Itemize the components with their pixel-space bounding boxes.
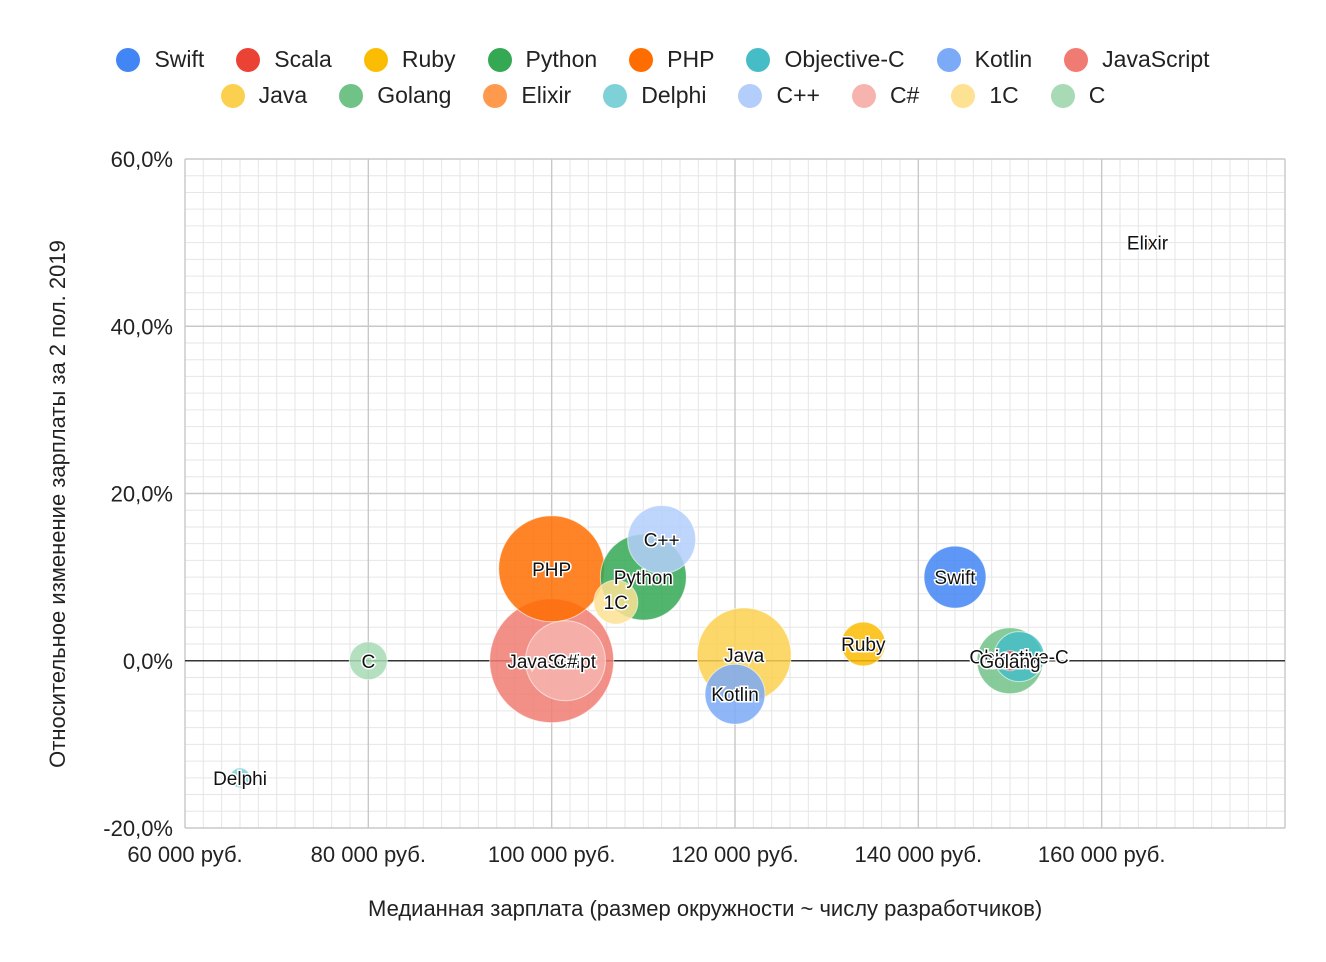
- legend-row-2: Java Golang Elixir Delphi C++ C# 1C C: [0, 82, 1326, 109]
- legend-item: C#: [851, 82, 920, 109]
- bubble-label: Elixir: [1127, 234, 1169, 255]
- legend-swatch: [936, 47, 961, 72]
- legend-label: Objective-C: [784, 46, 905, 72]
- legend-label: 1C: [989, 82, 1019, 108]
- legend-label: Elixir: [521, 82, 572, 108]
- bubble-delphi: [229, 767, 251, 789]
- legend-swatch: [363, 47, 388, 72]
- bubble-label: Golang: [979, 652, 1040, 673]
- bubble-elixir: [1141, 236, 1154, 250]
- legend-label: Scala: [274, 46, 332, 72]
- bubble-label: Delphi: [213, 769, 267, 790]
- legend-swatch: [746, 47, 771, 72]
- y-tick-label: 0,0%: [123, 649, 173, 674]
- legend-item: C++: [738, 82, 820, 109]
- bubble-c-: [524, 620, 606, 702]
- legend-swatch: [951, 83, 976, 108]
- legend-item: Ruby: [363, 46, 456, 73]
- legend-item: Kotlin: [936, 46, 1033, 73]
- y-tick-label: -20,0%: [103, 816, 173, 841]
- bubble-label: Scala: [986, 652, 1034, 673]
- bubble-label: Java: [724, 646, 765, 667]
- legend-swatch: [116, 47, 141, 72]
- y-tick-label: 60,0%: [111, 147, 173, 172]
- legend-label: C#: [889, 82, 920, 108]
- legend-label: Delphi: [641, 82, 707, 108]
- legend-label: PHP: [667, 46, 715, 72]
- bubble-label: Python: [614, 568, 673, 589]
- bubble-label: Swift: [934, 568, 976, 589]
- legend-label: Swift: [154, 46, 205, 72]
- legend-item: C: [1050, 82, 1106, 109]
- legend-swatch: [483, 83, 508, 108]
- bubble-label: C: [361, 652, 375, 673]
- x-tick-label: 60 000 руб.: [127, 842, 242, 867]
- x-axis-title: Медианная зарплата (размер окружности ~ …: [368, 896, 1043, 921]
- bubble-c-: [627, 504, 697, 574]
- x-tick-label: 140 000 руб.: [855, 842, 983, 867]
- legend-row-1: Swift Scala Ruby Python PHP Objective-C Kotlin…: [0, 46, 1326, 73]
- bubble-label: C++: [644, 530, 680, 551]
- bubble-c: [348, 641, 388, 681]
- legend-label: JavaScript: [1102, 46, 1210, 72]
- legend-label: Golang: [377, 82, 452, 108]
- legend-item: Golang: [339, 82, 451, 109]
- x-tick-label: 100 000 руб.: [488, 842, 616, 867]
- legend-label: Java: [258, 82, 308, 108]
- x-tick-label: 120 000 руб.: [671, 842, 799, 867]
- legend-swatch: [339, 83, 364, 108]
- legend-item: Delphi: [603, 82, 706, 109]
- legend-item: Objective-C: [746, 46, 905, 73]
- legend-label: Ruby: [401, 46, 456, 72]
- legend-swatch: [603, 83, 628, 108]
- legend-swatch: [1064, 47, 1089, 72]
- bubble-label: Kotlin: [711, 685, 759, 706]
- bubble-kotlin: [704, 663, 766, 725]
- x-tick-label: 80 000 руб.: [311, 842, 426, 867]
- bubble-swift: [923, 545, 987, 609]
- legend-swatch: [851, 83, 876, 108]
- legend-swatch: [487, 47, 512, 72]
- bubble-label: Ruby: [841, 635, 886, 656]
- legend-item: PHP: [629, 46, 714, 73]
- legend-item: Swift: [116, 46, 204, 73]
- bubble-label: PHP: [532, 560, 571, 581]
- legend-label: C: [1088, 82, 1106, 108]
- legend-item: Scala: [236, 46, 332, 73]
- y-tick-label: 40,0%: [111, 314, 173, 339]
- legend-swatch: [236, 47, 261, 72]
- bubble-label: Objective-C: [970, 648, 1069, 669]
- x-tick-label: 160 000 руб.: [1038, 842, 1166, 867]
- bubble-1c: [593, 579, 639, 625]
- bubble-label: 1C: [604, 593, 628, 614]
- legend-swatch: [1050, 83, 1075, 108]
- legend-label: Kotlin: [974, 46, 1033, 72]
- legend-swatch: [738, 83, 763, 108]
- legend-item: JavaScript: [1064, 46, 1210, 73]
- legend-swatch: [629, 47, 654, 72]
- legend-item: Java: [220, 82, 308, 109]
- legend-label: C++: [776, 82, 820, 108]
- bubble-label: JavaScript: [507, 652, 596, 673]
- legend-item: Elixir: [483, 82, 571, 109]
- bubble-labels: Swift Scala Ruby Python PHP Objective-C Kotlin…: [212, 232, 1171, 791]
- y-axis-title: Относительное изменение зарплаты за 2 по…: [45, 240, 70, 768]
- legend-swatch: [220, 83, 245, 108]
- bubbles: [229, 236, 1154, 789]
- bubble-ruby: [840, 621, 886, 667]
- legend-label: Python: [525, 46, 598, 72]
- legend-item: 1C: [951, 82, 1019, 109]
- bubble-label: C#: [553, 652, 578, 673]
- bubble-scala: [999, 650, 1021, 672]
- y-tick-label: 20,0%: [111, 482, 173, 507]
- legend-item: Python: [487, 46, 598, 73]
